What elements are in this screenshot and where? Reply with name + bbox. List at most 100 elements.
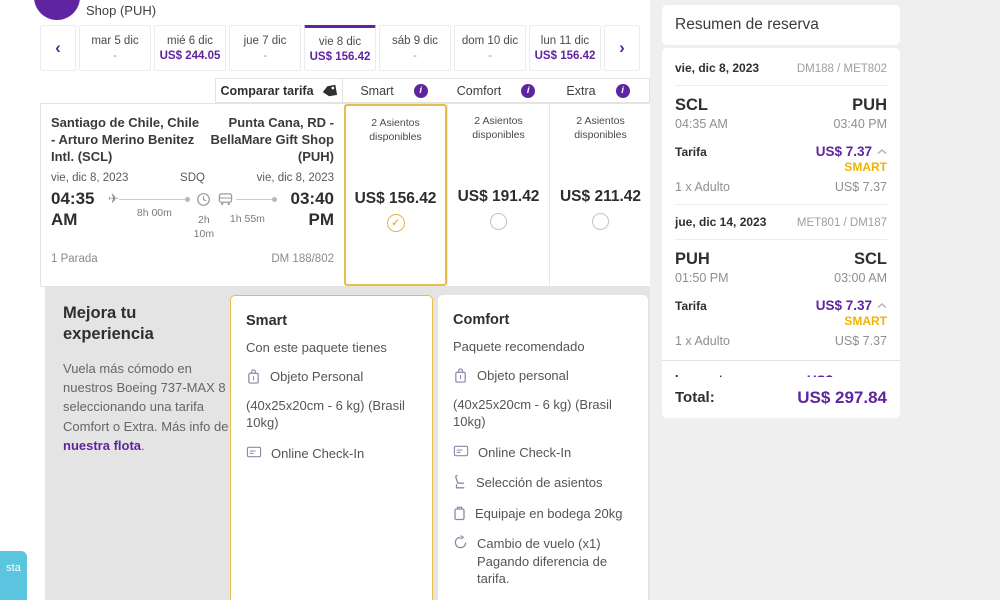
tab-price: US$ 244.05 — [159, 49, 221, 62]
tab-date: sáb 9 dic — [391, 34, 439, 47]
upsell-section: Mejora tu experiencia Vuela más cómodo e… — [45, 287, 650, 600]
fare-price: US$ 211.42 — [559, 188, 641, 206]
fare-label: Tarifa — [675, 299, 707, 313]
total-amount: US$ 297.84 — [797, 387, 887, 407]
compare-fare-label: Comparar tarifa — [220, 83, 314, 98]
smart-package-card: Smart Con este paquete tienes Objeto Per… — [230, 295, 433, 600]
total-label: Total: — [675, 389, 715, 406]
feedback-tab[interactable]: sta — [0, 551, 27, 600]
feature-label: Selección de asientos — [476, 475, 603, 491]
date-tab-2[interactable]: jue 7 dic - — [229, 25, 301, 71]
upsell-text-block: Mejora tu experiencia Vuela más cómodo e… — [63, 303, 231, 455]
info-letter: i — [621, 85, 624, 96]
destination-name: Punta Cana, RD - BellaMare Gift Shop (PU… — [210, 115, 334, 165]
radio-icon[interactable] — [490, 213, 507, 231]
tab-date: dom 10 dic — [461, 34, 519, 47]
pax-amount: US$ 7.37 — [834, 180, 887, 194]
leg-flights: DM188 / MET802 — [796, 63, 887, 75]
date-tab-6[interactable]: lun 11 dic US$ 156.42 — [529, 25, 601, 71]
checkin-icon — [453, 445, 469, 456]
info-icon[interactable]: i — [615, 83, 630, 98]
baggage-icon — [454, 506, 465, 520]
origin-name: Santiago de Chile, Chile - Arturo Merino… — [51, 115, 200, 165]
bus-icon — [218, 193, 233, 206]
info-icon[interactable]: i — [521, 83, 536, 98]
fare-class-name: Comfort — [456, 83, 502, 98]
date-tab-3-selected[interactable]: vie 8 dic US$ 156.42 — [304, 25, 376, 71]
flight-card: Santiago de Chile, Chile - Arturo Merino… — [40, 103, 651, 287]
feature-label: Equipaje en bodega 20kg — [475, 505, 623, 521]
summary-detail-card: vie, dic 8, 2023 DM188 / MET802 SCL PUH … — [662, 48, 900, 419]
summary-title: Resumen de reserva — [675, 16, 819, 33]
date-tab-0[interactable]: mar 5 dic - — [79, 25, 151, 71]
divider — [675, 239, 887, 240]
fare-class-headers: Smart i Comfort i Extra i — [343, 78, 650, 103]
tab-price: US$ 156.42 — [534, 49, 596, 62]
arrive-time: 03:40 PM — [290, 189, 334, 229]
plane-icon: ✈ — [108, 191, 119, 207]
info-icon[interactable]: i — [413, 83, 428, 98]
leg-depart-time: 01:50 PM — [675, 271, 729, 285]
compare-fare-button[interactable]: Comparar tarifa — [215, 78, 343, 103]
feature-label: Objeto personal — [477, 368, 569, 383]
checkin-icon — [246, 446, 262, 457]
next-day-button[interactable]: › — [604, 25, 640, 71]
tab-date: jue 7 dic — [243, 34, 287, 47]
fare-option-comfort[interactable]: 2 Asientos disponibles US$ 191.42 — [447, 104, 549, 286]
fare-price: US$ 156.42 — [354, 190, 437, 208]
brand-logo — [34, 0, 80, 20]
tab-date: mié 6 dic — [166, 34, 214, 47]
fare-amount-toggle[interactable]: US$ 7.37 — [816, 144, 887, 159]
date-tab-1[interactable]: mié 6 dic US$ 244.05 — [154, 25, 226, 71]
luggage-tag-icon — [322, 84, 337, 96]
fare-option-extra[interactable]: 2 Asientos disponibles US$ 211.42 — [549, 104, 651, 286]
layover-duration: 2h 10m — [193, 214, 215, 240]
fare-amount: US$ 7.37 — [815, 144, 872, 159]
chevron-up-icon — [877, 148, 887, 154]
leg-arrive-time: 03:40 PM — [833, 117, 887, 131]
fare-availability: 2 Asientos disponibles — [574, 115, 627, 142]
tab-date: mar 5 dic — [91, 34, 139, 47]
date-tab-5[interactable]: dom 10 dic - — [454, 25, 526, 71]
upsell-body: Vuela más cómodo en nuestros Boeing 737-… — [63, 359, 231, 455]
leg-to: PUH — [852, 96, 887, 114]
seat-icon — [455, 475, 465, 489]
fare-amount-toggle[interactable]: US$ 7.37 — [816, 298, 887, 313]
chevron-left-icon: ‹ — [55, 38, 61, 57]
fare-class-badge: SMART — [844, 314, 887, 328]
prev-day-button[interactable]: ‹ — [40, 25, 76, 71]
info-letter: i — [526, 85, 530, 96]
fare-price: US$ 191.42 — [457, 188, 540, 206]
fare-class-badge: SMART — [844, 160, 887, 174]
pax-amount: US$ 7.37 — [834, 334, 887, 348]
radio-icon[interactable] — [592, 213, 609, 231]
tab-price: - — [488, 49, 492, 62]
fare-label: Tarifa — [675, 145, 707, 159]
flight-change-icon — [454, 535, 467, 549]
fare-class-name: Smart — [360, 83, 394, 98]
tab-price: - — [413, 49, 417, 62]
chevron-right-icon: › — [619, 38, 625, 57]
leg-date: jue, dic 14, 2023 — [675, 215, 767, 229]
booking-summary-panel: Resumen de reserva vie, dic 8, 2023 DM18… — [650, 0, 1000, 600]
divider — [675, 204, 887, 205]
divider — [675, 85, 887, 86]
tab-date: vie 8 dic — [318, 35, 362, 48]
tab-price: - — [113, 49, 117, 62]
feature-label: Objeto Personal — [270, 369, 364, 384]
fare-class-header-extra: Extra i — [547, 79, 649, 102]
package-subtitle: Paquete recomendado — [453, 339, 585, 354]
personal-item-icon — [455, 368, 466, 383]
date-tab-4[interactable]: sáb 9 dic - — [379, 25, 451, 71]
fleet-link[interactable]: nuestra flota — [63, 437, 142, 453]
leg-flights: MET801 / DM187 — [796, 217, 887, 229]
leg-depart-time: 04:35 AM — [675, 117, 728, 131]
tab-date: lun 11 dic — [540, 34, 590, 47]
stop-airport-code: SDQ — [180, 172, 205, 185]
timeline-segment — [118, 197, 190, 203]
tab-price: - — [263, 49, 267, 62]
pax-label: 1 x Adulto — [675, 334, 730, 348]
fare-option-smart[interactable]: 2 Asientos disponibles US$ 156.42 ✓ — [344, 104, 447, 286]
check-circle-icon[interactable]: ✓ — [386, 214, 405, 233]
